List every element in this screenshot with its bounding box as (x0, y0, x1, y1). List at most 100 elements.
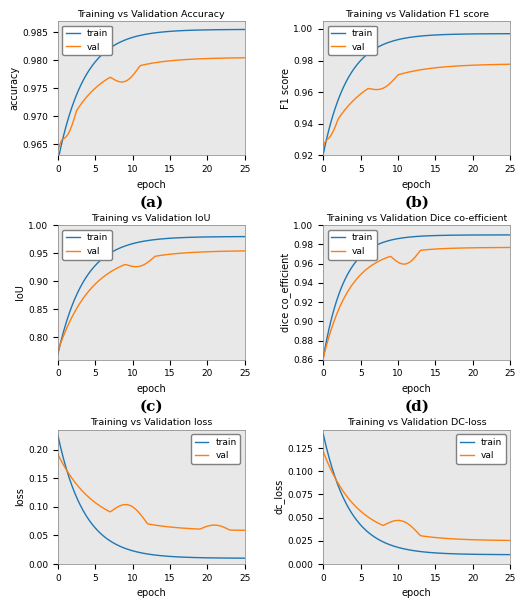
val (370, 86, 376, 93)
train (355, 60, 361, 67)
val (507, 244, 513, 251)
val (241, 247, 248, 254)
val (89, 87, 96, 94)
val (66, 470, 72, 478)
val (62, 328, 68, 335)
train (62, 462, 68, 469)
train (66, 112, 72, 119)
Line: val: val (58, 454, 245, 530)
X-axis label: epoch: epoch (402, 384, 432, 394)
val (226, 248, 232, 255)
Text: (d): (d) (404, 400, 429, 414)
val (355, 92, 361, 100)
train (507, 30, 513, 37)
train (232, 26, 239, 33)
train (491, 30, 498, 37)
Legend: train, val: train, val (63, 26, 112, 55)
Line: train: train (58, 29, 245, 161)
Y-axis label: accuracy: accuracy (9, 66, 19, 110)
val (355, 274, 361, 281)
train (328, 119, 334, 126)
Legend: train, val: train, val (191, 434, 240, 464)
val (89, 283, 96, 290)
val (507, 61, 513, 68)
val (62, 464, 68, 472)
Legend: train, val: train, val (457, 434, 505, 464)
Line: train: train (323, 34, 510, 154)
val (55, 451, 61, 458)
train (105, 536, 111, 543)
val (370, 261, 376, 268)
val (331, 125, 338, 132)
val (226, 526, 232, 533)
Title: Training vs Validation DC-loss: Training vs Validation DC-loss (347, 418, 487, 427)
train (232, 554, 239, 562)
val (328, 466, 334, 473)
Line: val: val (323, 64, 510, 146)
val (232, 54, 239, 61)
val (241, 527, 248, 534)
train (226, 554, 232, 562)
train (55, 432, 61, 439)
train (66, 310, 72, 317)
Line: val: val (323, 452, 510, 541)
val (66, 319, 72, 326)
train (498, 30, 504, 37)
train (355, 518, 361, 526)
val (320, 448, 327, 455)
train (226, 233, 232, 240)
val (55, 348, 61, 355)
Y-axis label: F1 score: F1 score (281, 68, 291, 109)
train (320, 431, 327, 438)
val (331, 473, 338, 481)
val (498, 61, 504, 68)
train (331, 472, 338, 479)
val (320, 142, 327, 149)
Title: Training vs Validation IoU: Training vs Validation IoU (92, 214, 211, 223)
train (320, 354, 327, 361)
train (370, 243, 376, 250)
Title: Training vs Validation Dice co-efficient: Training vs Validation Dice co-efficient (326, 214, 508, 223)
train (328, 318, 334, 325)
Y-axis label: IoU: IoU (15, 284, 25, 301)
val (328, 327, 334, 334)
train (105, 251, 111, 259)
train (331, 304, 338, 311)
val (232, 527, 239, 534)
val (89, 497, 96, 504)
train (507, 232, 513, 239)
Line: val: val (323, 247, 510, 358)
val (66, 128, 72, 136)
val (507, 537, 513, 544)
train (328, 460, 334, 467)
train (55, 157, 61, 164)
train (498, 232, 504, 239)
Text: (b): (b) (404, 196, 429, 210)
Title: Training vs Validation loss: Training vs Validation loss (90, 418, 213, 427)
val (226, 55, 232, 62)
train (66, 474, 72, 481)
train (241, 233, 248, 240)
val (370, 517, 376, 524)
Y-axis label: dice co_efficient: dice co_efficient (280, 253, 291, 332)
train (241, 554, 248, 562)
train (370, 532, 376, 539)
val (232, 247, 239, 254)
Title: Training vs Validation F1 score: Training vs Validation F1 score (345, 10, 489, 19)
train (232, 233, 239, 240)
val (105, 75, 111, 82)
Legend: train, val: train, val (63, 230, 112, 260)
val (491, 536, 498, 544)
val (498, 537, 504, 544)
Text: (a): (a) (139, 196, 164, 210)
train (370, 46, 376, 53)
Line: val: val (58, 251, 245, 352)
X-axis label: epoch: epoch (402, 588, 432, 598)
val (105, 507, 111, 514)
Legend: train, val: train, val (328, 230, 377, 260)
val (491, 61, 498, 68)
train (320, 150, 327, 157)
Line: train: train (323, 235, 510, 358)
train (105, 46, 111, 53)
Text: (c): (c) (139, 400, 163, 414)
